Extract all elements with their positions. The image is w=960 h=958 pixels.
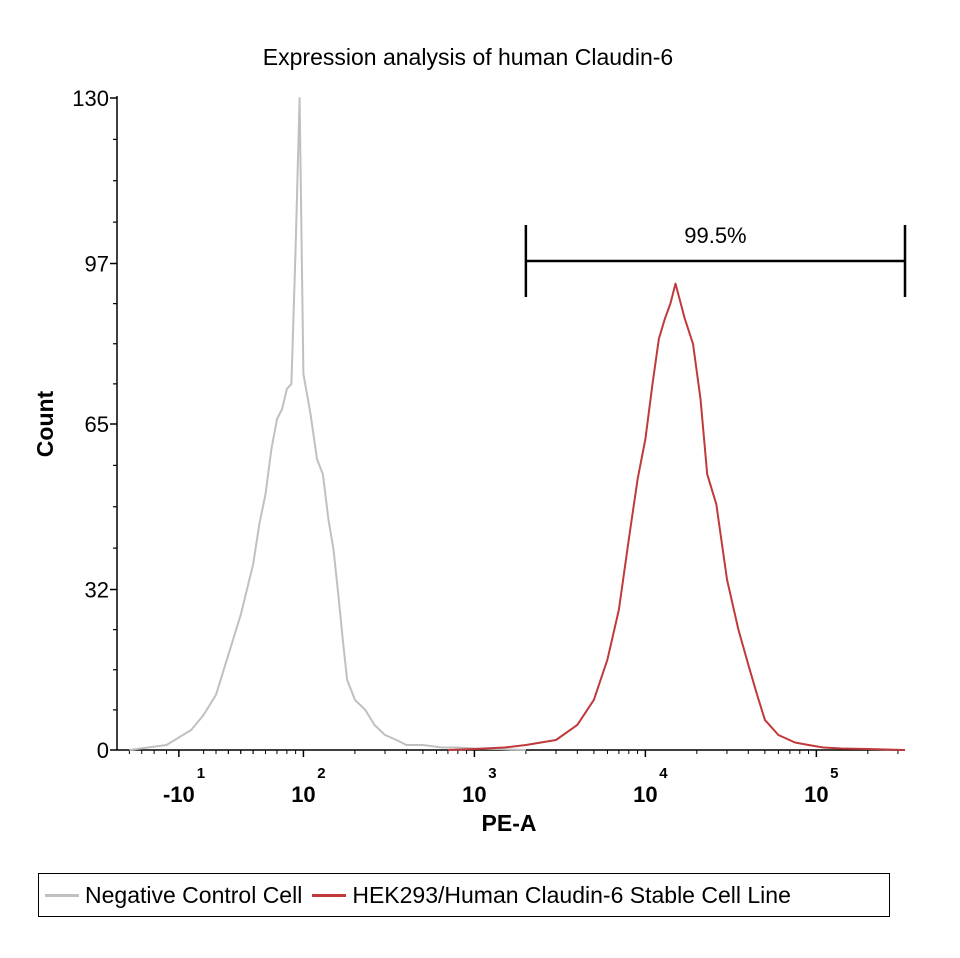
y-tick-label: 130 bbox=[72, 86, 109, 111]
x-tick-exponent: 3 bbox=[488, 765, 496, 782]
legend-item-claudin6: HEK293/Human Claudin-6 Stable Cell Line bbox=[312, 882, 791, 909]
legend: Negative Control Cell HEK293/Human Claud… bbox=[38, 873, 890, 917]
series-layer bbox=[129, 97, 906, 751]
y-tick-label: 0 bbox=[97, 738, 109, 763]
y-tick-label: 65 bbox=[85, 412, 109, 437]
gate: 99.5% bbox=[524, 223, 907, 297]
series-line-claudin6 bbox=[447, 282, 906, 751]
y-tick-label: 97 bbox=[85, 252, 109, 277]
y-tick-label: 32 bbox=[85, 578, 109, 603]
legend-item-negative-control: Negative Control Cell bbox=[45, 882, 302, 909]
legend-label-negative-control: Negative Control Cell bbox=[85, 881, 303, 908]
histogram-chart: Expression analysis of human Claudin-6 0… bbox=[32, 44, 907, 836]
chart-title: Expression analysis of human Claudin-6 bbox=[263, 44, 673, 70]
x-tick-exponent: 2 bbox=[317, 765, 325, 782]
x-tick-label: 10 bbox=[633, 782, 657, 807]
legend-label-claudin6: HEK293/Human Claudin-6 Stable Cell Line bbox=[352, 881, 791, 908]
x-tick-label: 10 bbox=[462, 782, 486, 807]
x-tick-label: 10 bbox=[804, 782, 828, 807]
x-tick-label: 10 bbox=[291, 782, 315, 807]
series-line-negative-control bbox=[129, 97, 526, 751]
legend-swatch-claudin6 bbox=[312, 893, 347, 897]
y-axis-label: Count bbox=[32, 390, 58, 457]
x-tick-exponent: 5 bbox=[830, 765, 838, 782]
x-tick-label: -10 bbox=[163, 782, 195, 807]
x-axis-label: PE-A bbox=[482, 810, 537, 836]
x-tick-exponent: 4 bbox=[659, 765, 668, 782]
legend-swatch-negative-control bbox=[45, 893, 79, 897]
x-tick-exponent: 1 bbox=[197, 765, 205, 782]
gate-label: 99.5% bbox=[684, 223, 746, 248]
y-axis: 0 32 65 97 130 bbox=[72, 86, 118, 763]
